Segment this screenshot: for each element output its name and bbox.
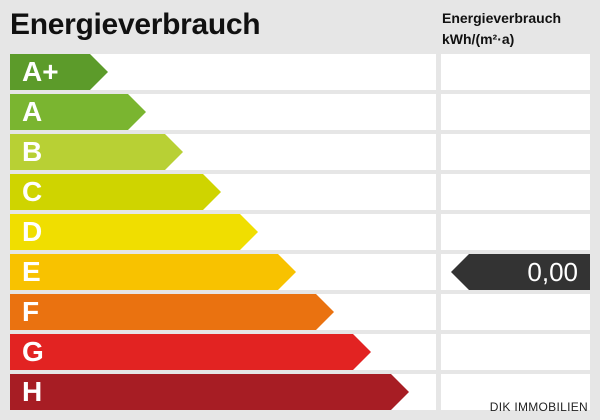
energy-class-row: G xyxy=(10,334,590,370)
energy-class-row: D xyxy=(10,214,590,250)
energy-class-bar: A xyxy=(10,94,146,130)
value-cell xyxy=(441,374,590,410)
energy-class-label: A+ xyxy=(22,56,59,87)
value-marker: 0,00 xyxy=(451,254,590,290)
page-title: Energieverbrauch xyxy=(10,8,261,41)
footer-brand: DIK IMMOBILIEN xyxy=(489,400,588,414)
energy-class-label: B xyxy=(22,136,43,167)
unit-header: Energieverbrauch kWh/(m²·a) xyxy=(442,8,561,50)
value-cell xyxy=(441,174,590,210)
energy-class-row: H xyxy=(10,374,590,410)
energy-class-label: E xyxy=(22,256,41,287)
energy-class-label: H xyxy=(22,376,43,407)
energy-class-bar: D xyxy=(10,214,258,250)
value-cell xyxy=(441,214,590,250)
energy-class-label: G xyxy=(22,336,44,367)
energy-class-bar: E xyxy=(10,254,296,290)
value-cell xyxy=(441,94,590,130)
energy-class-bar: F xyxy=(10,294,334,330)
value-cell xyxy=(441,54,590,90)
energy-class-bar: C xyxy=(10,174,221,210)
energy-class-label: F xyxy=(22,296,40,327)
energy-class-row: A+ xyxy=(10,54,590,90)
value-cell xyxy=(441,134,590,170)
value-text: 0,00 xyxy=(527,257,578,287)
unit-header-line-1: Energieverbrauch xyxy=(442,10,562,26)
energy-class-row: F xyxy=(10,294,590,330)
energy-class-label: C xyxy=(22,176,43,207)
energy-class-row: B xyxy=(10,134,590,170)
energy-class-row: C xyxy=(10,174,590,210)
energy-class-bar: H xyxy=(10,374,409,410)
energy-class-label: A xyxy=(22,96,43,127)
energy-class-bar: B xyxy=(10,134,183,170)
value-cell xyxy=(441,294,590,330)
energy-class-label: D xyxy=(22,216,43,247)
value-marker-arrow xyxy=(451,254,590,290)
energy-class-row: A xyxy=(10,94,590,130)
unit-header-line-2: kWh/(m²·a) xyxy=(442,31,515,47)
energy-class-bar: G xyxy=(10,334,371,370)
energy-class-bar: A+ xyxy=(10,54,108,90)
value-cell xyxy=(441,334,590,370)
